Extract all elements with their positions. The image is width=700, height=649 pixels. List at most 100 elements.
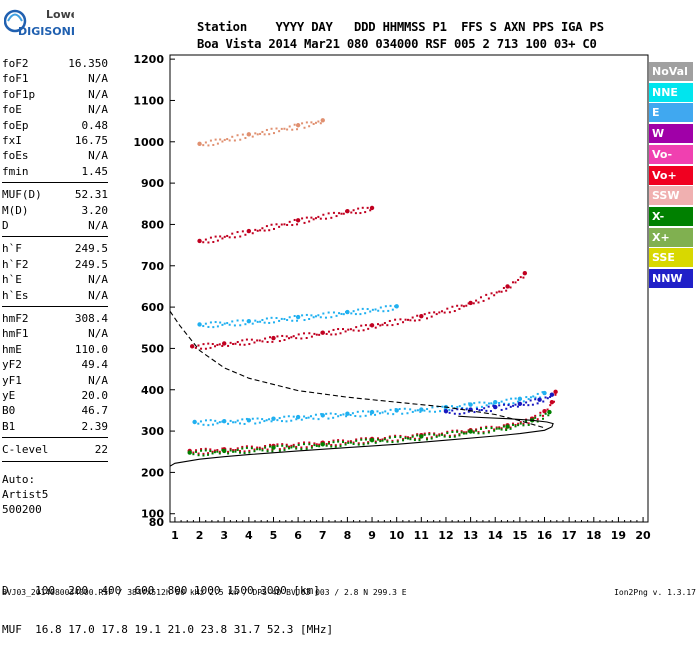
echo-dot — [330, 333, 333, 336]
echo-dot — [430, 436, 433, 439]
x-tick-label: 19 — [611, 529, 626, 542]
echo-point — [493, 399, 498, 405]
echo-dot — [213, 449, 216, 452]
echo-dot — [221, 449, 224, 452]
echo-dot — [288, 220, 291, 223]
param-row: M(D) 3.20 — [2, 203, 108, 218]
echo-dot — [364, 438, 367, 441]
echo-point — [549, 399, 555, 405]
echo-dot — [264, 445, 267, 448]
echo-dot — [482, 431, 485, 434]
echo-point — [419, 434, 424, 439]
echo-dot — [411, 434, 414, 437]
echo-dot — [320, 441, 323, 444]
param-label: fmin — [2, 164, 29, 178]
echo-dot — [477, 432, 480, 435]
x-tick-label: 4 — [245, 529, 253, 542]
echo-dot — [448, 434, 451, 437]
echo-dot — [438, 434, 441, 437]
echo-dot — [475, 299, 478, 302]
echo-dot — [218, 343, 221, 346]
echo-dot — [288, 445, 291, 448]
echo-dot — [261, 227, 264, 230]
echo-dot — [498, 427, 501, 430]
y-tick-label: 600 — [141, 301, 164, 314]
echo-dot — [448, 411, 451, 414]
echo-dot — [519, 422, 522, 425]
echo-dot — [456, 304, 459, 307]
echo-dot — [227, 450, 230, 453]
echo-dot — [218, 450, 221, 453]
echo-dot — [293, 123, 296, 126]
echo-dot — [352, 442, 355, 445]
echo-dot — [301, 217, 304, 220]
echo-dot — [465, 408, 468, 411]
echo-dot — [458, 433, 461, 436]
echo-dot — [416, 434, 419, 437]
echo-dot — [340, 212, 343, 215]
echo-dot — [342, 313, 345, 316]
echo-dot — [360, 324, 363, 327]
echo-dot — [231, 135, 234, 138]
echo-dot — [428, 433, 431, 436]
y-tick-label: 900 — [141, 177, 164, 190]
echo-dot — [213, 451, 216, 454]
echo-dot — [283, 318, 286, 321]
echo-dot — [234, 449, 237, 452]
echo-dot — [271, 448, 274, 451]
echo-dot — [204, 347, 207, 350]
echo-dot — [376, 437, 379, 440]
echo-dot — [291, 319, 294, 322]
echo-point — [537, 397, 542, 402]
echo-dot — [505, 407, 508, 410]
x-tick-label: 17 — [561, 529, 576, 542]
echo-dot — [256, 133, 259, 136]
echo-dot — [207, 144, 210, 147]
echo-dot — [381, 439, 384, 442]
y-tick-label: 1100 — [133, 94, 164, 107]
param-value: N/A — [88, 288, 108, 302]
echo-dot — [505, 398, 508, 401]
y-tick-label: 200 — [141, 466, 164, 479]
footer-file-info: BVJ03_2014080034000.RSF / 384fx512h 50 k… — [2, 588, 407, 597]
echo-dot — [334, 413, 337, 416]
echo-dot — [462, 305, 465, 308]
echo-dot — [383, 438, 386, 441]
echo-dot — [223, 235, 226, 238]
echo-dot — [438, 311, 441, 314]
param-label: foF2 — [2, 57, 29, 70]
echo-dot — [367, 410, 370, 413]
echo-dot — [446, 307, 449, 310]
echo-dot — [479, 427, 482, 430]
y-tick-label: 700 — [141, 260, 164, 273]
echo-dot — [356, 410, 359, 413]
param-separator — [2, 182, 108, 184]
footer-version: Ion2Png v. 1.3.17 — [614, 588, 696, 597]
echo-dot — [460, 430, 463, 433]
echo-dot — [357, 329, 360, 332]
echo-dot — [359, 415, 362, 418]
echo-dot — [246, 133, 249, 136]
echo-dot — [278, 417, 281, 420]
echo-dot — [539, 414, 542, 417]
echo-dot — [519, 276, 522, 279]
echo-dot — [500, 408, 503, 411]
echo-dot — [278, 319, 281, 322]
echo-dot — [226, 138, 229, 141]
echo-dot — [270, 127, 273, 130]
echo-dot — [541, 391, 544, 394]
echo-dot — [446, 432, 449, 435]
echo-dot — [490, 425, 493, 428]
x-tick-label: 11 — [414, 529, 429, 542]
echo-dot — [352, 329, 355, 332]
echo-dot — [396, 323, 399, 326]
echo-point — [271, 445, 276, 450]
echo-dot — [312, 218, 315, 221]
echo-dot — [207, 424, 210, 427]
echo-point — [197, 238, 202, 244]
echo-dot — [325, 332, 328, 335]
echo-dot — [553, 400, 556, 403]
param-row: MUF(D) 52.31 — [2, 187, 108, 202]
echo-dot — [342, 328, 345, 331]
x-tick-label: 10 — [389, 529, 405, 542]
